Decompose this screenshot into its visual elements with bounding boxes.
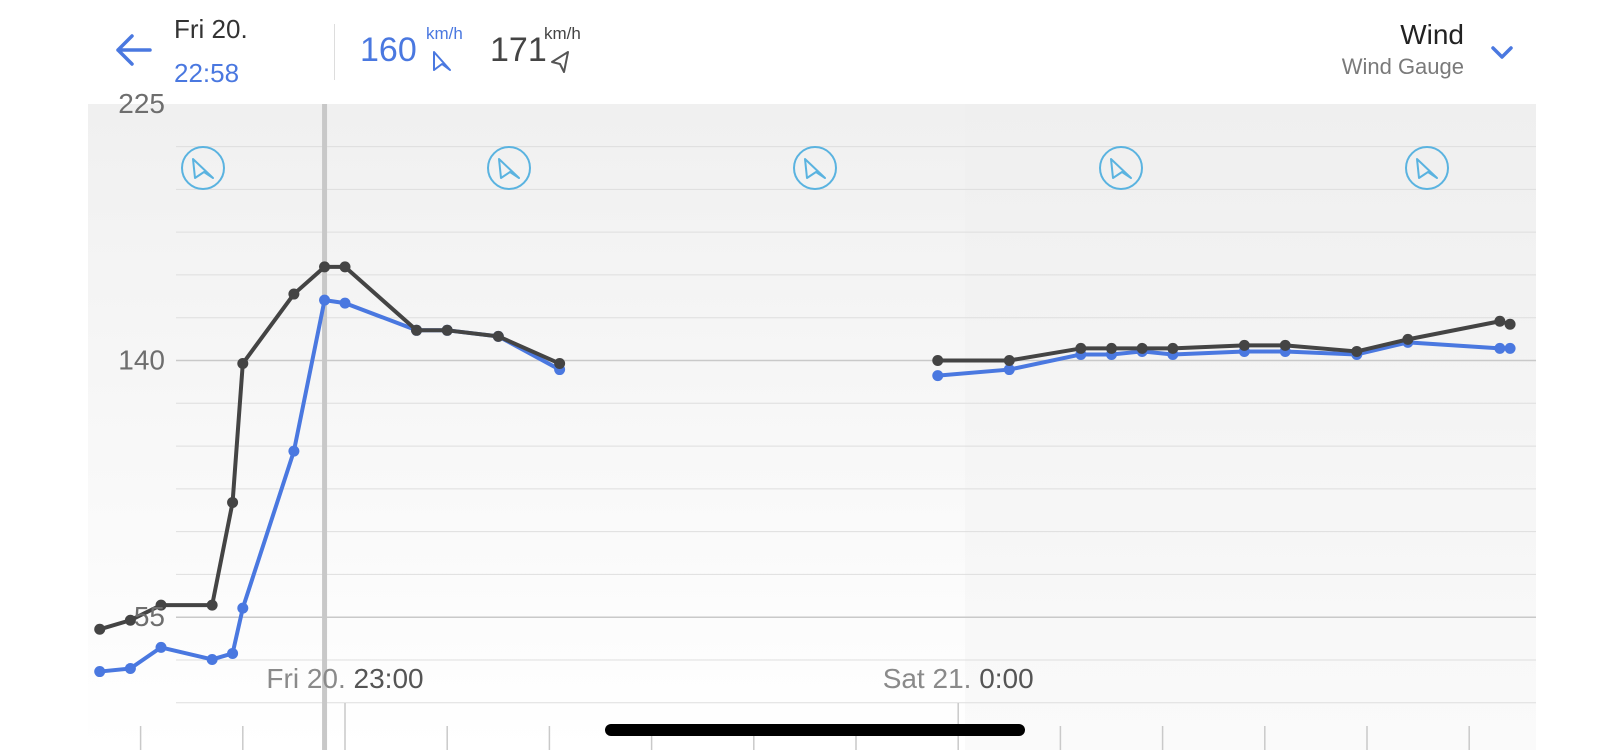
data-point (932, 370, 944, 382)
chart-series (94, 261, 1516, 678)
data-point (1238, 339, 1250, 351)
data-point (94, 623, 106, 635)
primary-speed-unit: km/h (426, 24, 463, 43)
back-arrow-icon[interactable] (112, 28, 156, 72)
chart-right-margin (1536, 104, 1624, 750)
direction-marker-row (181, 146, 1449, 190)
marker-ring (487, 146, 531, 190)
wind-direction-marker-icon (487, 146, 531, 190)
home-indicator (605, 724, 1025, 736)
data-point (288, 288, 300, 300)
data-point (288, 445, 300, 457)
marker-ring (1405, 146, 1449, 190)
x-tick-day: Sat 21. (883, 663, 980, 694)
time-label: 22:58 (174, 58, 240, 88)
measurement-selector[interactable]: Wind Wind Gauge (1342, 18, 1464, 82)
data-point (932, 355, 944, 366)
x-tick-day: Fri 20. (266, 663, 353, 694)
secondary-speed-value: 171 (490, 31, 547, 69)
y-tick-label: 140 (118, 345, 165, 376)
data-point (227, 647, 239, 659)
data-point (339, 297, 351, 309)
primary-speed-readout: 160 km/h (360, 24, 470, 80)
data-point (124, 614, 136, 626)
data-point (411, 324, 423, 336)
data-point (492, 330, 504, 342)
data-point (441, 324, 453, 336)
selector-title: Wind (1400, 19, 1464, 50)
data-point (1504, 318, 1516, 330)
wind-direction-marker-icon (1405, 146, 1449, 190)
wind-direction-arrow-icon (433, 51, 451, 71)
marker-arrow (1416, 158, 1438, 179)
data-point (339, 261, 351, 273)
chart-background-day-1 (88, 104, 965, 750)
secondary-speed-readout: 171 km/h (490, 24, 600, 80)
x-tick-time: 0:00 (979, 663, 1033, 694)
data-point (237, 602, 249, 614)
marker-ring (181, 146, 225, 190)
x-tick-label: Fri 20. 23:00 (266, 663, 423, 694)
data-point (554, 358, 566, 370)
marker-arrow (498, 158, 520, 179)
data-point (319, 294, 331, 306)
data-point (206, 653, 218, 665)
marker-ring (793, 146, 837, 190)
series-line (935, 340, 1513, 378)
wind-direction-arrow-icon (551, 51, 569, 73)
marker-arrow (1110, 158, 1132, 179)
data-point (1402, 333, 1414, 345)
data-point (1494, 315, 1506, 327)
data-point (206, 599, 218, 611)
secondary-speed-unit: km/h (544, 24, 581, 43)
selector-subtitle: Wind Gauge (1341, 54, 1464, 79)
data-point (1167, 342, 1179, 354)
marker-arrow (192, 158, 214, 179)
data-point (1494, 342, 1506, 354)
data-point (1351, 345, 1363, 357)
data-point (1003, 355, 1015, 366)
wind-direction-marker-icon (793, 146, 837, 190)
data-point (1106, 342, 1117, 354)
marker-ring (1099, 146, 1143, 190)
series-line (935, 319, 1513, 363)
date-label: Fri 20. (174, 14, 248, 44)
data-point (124, 663, 136, 675)
data-point (1003, 364, 1015, 376)
x-tick-label: Sat 21. 0:00 (883, 663, 1034, 694)
y-axis-ticks: 225 140 55 (118, 88, 165, 632)
chart-background-day-2 (965, 104, 1536, 750)
marker-arrow (804, 158, 826, 179)
data-point (1279, 339, 1291, 351)
wind-direction-marker-icon (1099, 146, 1143, 190)
chevron-down-icon[interactable] (1488, 40, 1516, 64)
data-point (227, 496, 239, 508)
primary-speed-value: 160 (360, 31, 417, 69)
data-point (1136, 342, 1148, 354)
date-time-readout: Fri 20. 22:58 (174, 12, 248, 90)
chart-grid (176, 146, 1536, 704)
data-point (1075, 342, 1087, 354)
y-tick-label: 55 (134, 601, 165, 632)
data-point (155, 599, 167, 611)
x-tick-time: 23:00 (354, 663, 424, 694)
y-tick-label: 225 (118, 88, 165, 119)
data-point (319, 261, 331, 273)
data-point (155, 641, 167, 653)
data-point (1504, 342, 1516, 354)
header-divider (334, 24, 335, 80)
data-point (94, 666, 106, 678)
wind-direction-marker-icon (181, 146, 225, 190)
data-point (237, 358, 249, 370)
